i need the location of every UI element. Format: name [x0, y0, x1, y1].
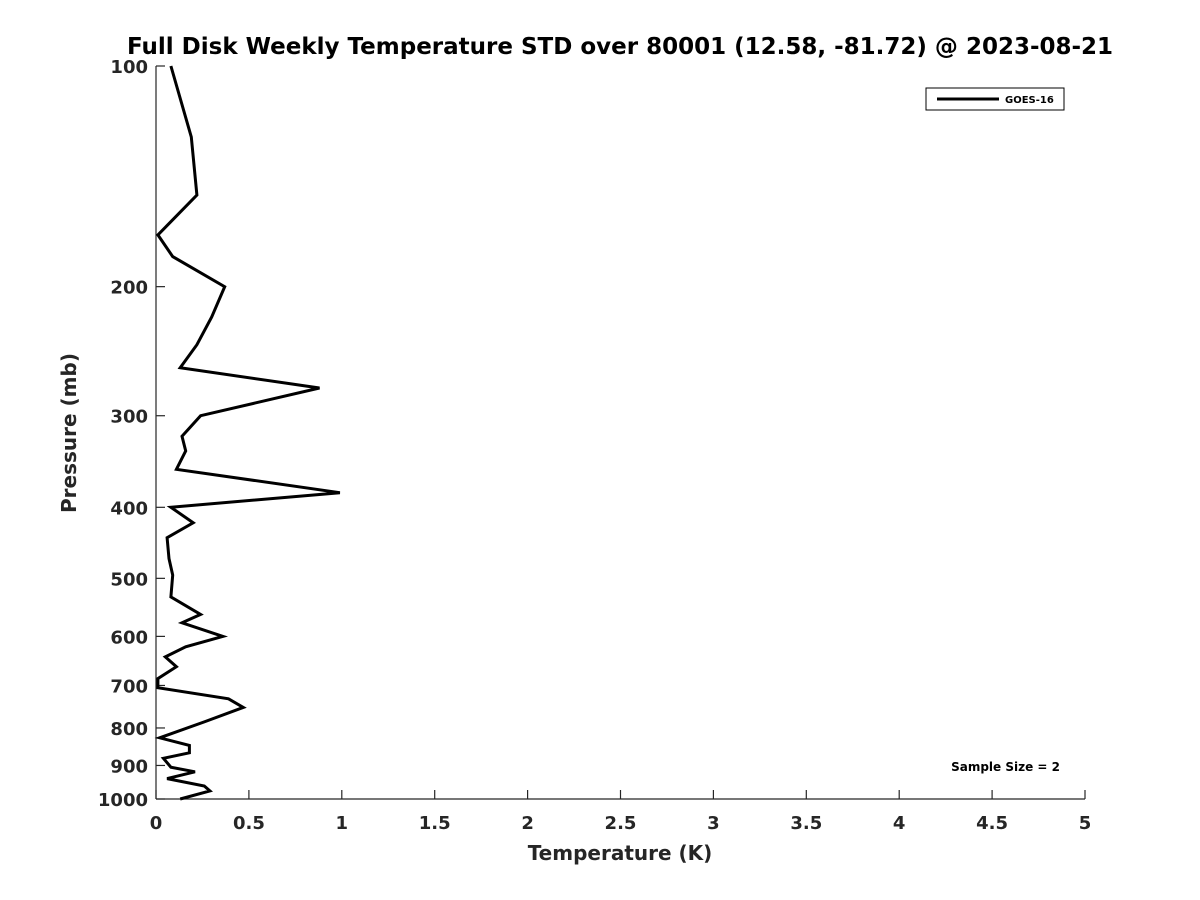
y-tick-label: 900: [110, 756, 148, 777]
sample-size-annotation: Sample Size = 2: [951, 760, 1060, 774]
y-axis-label: Pressure (mb): [57, 353, 81, 513]
y-tick-label: 700: [110, 676, 148, 697]
y-tick-label: 200: [110, 278, 148, 299]
x-tick-label: 3.5: [790, 813, 822, 834]
y-tick-label: 800: [110, 719, 148, 740]
x-tick-label: 2: [521, 813, 534, 834]
series-lines: [154, 65, 341, 801]
y-tick-label: 1000: [98, 790, 148, 811]
y-ticks: 100 200 300 400 500 600 700 800 900 1000: [98, 57, 165, 811]
series-line-goes-16: [154, 65, 341, 801]
x-tick-label: 0.5: [233, 813, 265, 834]
x-axis-label: Temperature (K): [528, 841, 713, 865]
x-tick-label: 4: [893, 813, 906, 834]
y-tick-label: 500: [110, 569, 148, 590]
y-tick-label: 400: [110, 498, 148, 519]
y-tick-label: 600: [110, 627, 148, 648]
chart-title: Full Disk Weekly Temperature STD over 80…: [127, 34, 1113, 60]
x-tick-label: 1: [336, 813, 349, 834]
x-tick-label: 5: [1079, 813, 1092, 834]
legend-label-goes-16: GOES-16: [1005, 95, 1054, 106]
y-tick-label: 100: [110, 57, 148, 78]
x-tick-label: 2.5: [605, 813, 637, 834]
x-tick-label: 3: [707, 813, 720, 834]
x-ticks: 0 0.5 1 1.5 2 2.5 3 3.5 4 4.5 5: [150, 790, 1092, 834]
x-tick-label: 0: [150, 813, 163, 834]
x-tick-label: 1.5: [419, 813, 451, 834]
y-tick-label: 300: [110, 407, 148, 428]
y-axis-label-group: Pressure (mb): [57, 353, 81, 513]
x-tick-label: 4.5: [976, 813, 1008, 834]
legend: GOES-16: [925, 87, 1065, 111]
